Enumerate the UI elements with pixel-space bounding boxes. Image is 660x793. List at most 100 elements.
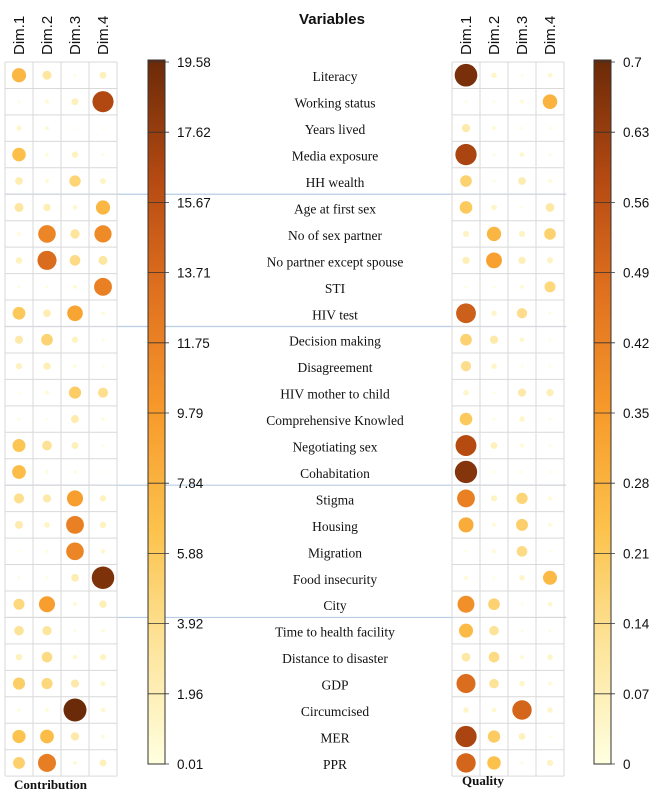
quality-label: Quality (462, 773, 504, 788)
quality-dot (489, 335, 499, 344)
contribution-dot (17, 285, 21, 289)
quality-dot (548, 338, 552, 342)
quality-dot (548, 549, 552, 553)
contribution-dot (101, 470, 105, 474)
quality-dot (454, 460, 478, 484)
contribution-dot (72, 205, 78, 210)
quality-dot (519, 575, 525, 581)
quality-dot (546, 388, 554, 397)
variable-label: City (323, 598, 347, 613)
quality-dot (459, 201, 473, 214)
quality-colorbar-ticks: 0.7 0.63 0.56 0.49 0.42 0.35 0.28 0.21 0.14 0.07 0 (594, 55, 650, 772)
quality-dot (489, 678, 499, 689)
contribution-column-header: Dim.1 (11, 16, 28, 55)
variable-labels: Literacy Working status Years lived Media e… (266, 69, 404, 772)
contribution-dot (101, 338, 105, 342)
contribution-dot (14, 520, 24, 529)
contribution-dot (67, 305, 83, 322)
variable-label: Years lived (305, 122, 366, 137)
quality-dot (464, 575, 468, 580)
contribution-colorbar-ticks: 19.58 17.62 15.67 13.71 11.75 9.79 7.84 5.88 3.9… (148, 55, 211, 772)
quality-colorbar-tick-label: 0.42 (623, 336, 649, 351)
quality-dot (486, 252, 502, 269)
quality-dot (520, 655, 524, 660)
quality-dot (516, 308, 528, 319)
quality-dot (544, 281, 556, 293)
contribution-dot (73, 629, 77, 633)
contribution-dot (73, 284, 77, 289)
quality-dot (492, 549, 496, 554)
quality-dot (545, 203, 555, 212)
contribution-dot (42, 440, 52, 451)
variable-label: Decision making (289, 334, 381, 349)
quality-dot (490, 495, 498, 502)
variable-label: PPR (323, 757, 347, 772)
contribution-dot (41, 333, 53, 346)
contribution-colorbar-gradient (147, 59, 166, 765)
contribution-dot (14, 335, 24, 344)
quality-dot (519, 152, 525, 157)
quality-dot (457, 489, 475, 508)
contribution-dot (101, 311, 105, 316)
contribution-dot (15, 363, 23, 370)
contribution-colorbar-tick-label: 5.88 (177, 546, 203, 561)
contribution-dot (70, 415, 80, 424)
quality-dot (548, 444, 552, 447)
quality-dot (542, 94, 558, 109)
quality-column-header: Dim.4 (542, 16, 559, 55)
quality-dot (516, 546, 528, 557)
quality-colorbar-tick-label: 0.28 (623, 476, 649, 491)
quality-dot (491, 363, 497, 369)
quality-dots (454, 63, 558, 773)
quality-dot (547, 601, 553, 607)
contribution-dot (99, 521, 107, 529)
quality-dot (492, 126, 496, 131)
contribution-dot (73, 602, 77, 607)
variable-label: HH wealth (306, 175, 365, 190)
quality-dot (548, 681, 552, 686)
contribution-dot (43, 203, 51, 212)
contribution-dot (101, 734, 105, 739)
quality-dot (518, 733, 526, 740)
quality-dot (492, 391, 496, 394)
contribution-dot (42, 494, 52, 503)
variable-label: No of sex partner (288, 228, 383, 243)
contribution-dot (37, 250, 57, 270)
quality-dot (461, 652, 471, 662)
quality-dot (548, 126, 552, 130)
variable-label: STI (325, 281, 346, 296)
contribution-colorbar-tick-label: 3.92 (177, 617, 203, 632)
contribution-dot (15, 653, 23, 661)
quality-dot (544, 228, 556, 240)
quality-colorbar-tick-label: 0.07 (623, 687, 649, 702)
contribution-dot (41, 651, 53, 663)
contribution-dot (45, 549, 49, 553)
contribution-colorbar-tick-label: 11.75 (177, 336, 210, 351)
quality-dot (456, 753, 476, 773)
contribution-dot (99, 71, 107, 79)
contribution-dot (63, 698, 87, 722)
variable-label: Disagreement (298, 360, 373, 375)
variable-label: MER (320, 730, 349, 745)
contribution-dot (45, 152, 49, 157)
contribution-colorbar-tick-label: 0.01 (177, 757, 203, 772)
contribution-dot (99, 654, 107, 661)
contribution-dot (99, 600, 107, 608)
contribution-dot (70, 732, 80, 741)
variable-label: HIV test (312, 307, 358, 322)
contribution-dot (17, 232, 21, 236)
quality-dot (516, 518, 528, 531)
quality-dot (492, 522, 496, 527)
variable-label: HIV mother to child (280, 387, 390, 402)
contribution-dot (17, 100, 21, 104)
contribution-dot (100, 707, 106, 713)
variable-label: Time to health facility (275, 625, 395, 640)
contribution-dot (45, 179, 49, 184)
quality-dot (520, 364, 524, 368)
quality-dot (454, 63, 478, 87)
contribution-dot (69, 255, 81, 266)
contribution-dot (70, 229, 80, 239)
contribution-dot (13, 493, 25, 504)
contribution-dot (66, 515, 84, 534)
